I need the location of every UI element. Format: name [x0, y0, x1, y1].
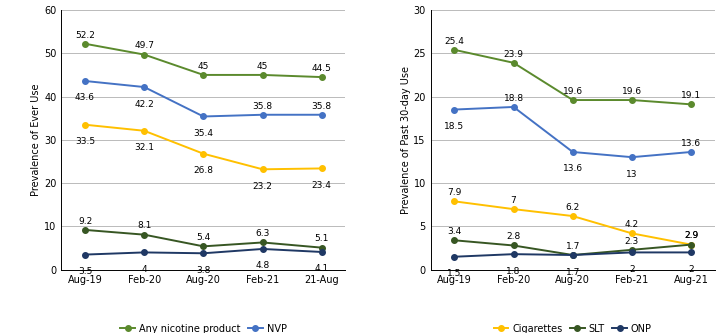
- Text: 45: 45: [257, 62, 269, 71]
- Text: 2.9: 2.9: [684, 231, 698, 240]
- Text: 2: 2: [629, 265, 635, 274]
- Text: 26.8: 26.8: [193, 166, 214, 175]
- Text: 3.8: 3.8: [196, 266, 211, 275]
- Text: 7.9: 7.9: [447, 188, 461, 197]
- Text: 35.8: 35.8: [312, 102, 332, 111]
- Y-axis label: Prevalence of Past 30-day Use: Prevalence of Past 30-day Use: [401, 66, 411, 214]
- Text: 19.6: 19.6: [622, 87, 642, 96]
- Text: 13.6: 13.6: [562, 165, 583, 173]
- Text: 4.1: 4.1: [315, 264, 329, 273]
- Text: 18.8: 18.8: [503, 94, 523, 103]
- Text: 23.2: 23.2: [253, 182, 272, 191]
- Legend: Any nicotine product, NVP: Any nicotine product, NVP: [116, 320, 290, 333]
- Text: 6.3: 6.3: [256, 229, 270, 238]
- Text: 35.4: 35.4: [193, 129, 214, 138]
- Text: 7: 7: [510, 196, 516, 205]
- Text: 5.1: 5.1: [315, 234, 329, 243]
- Text: 3.4: 3.4: [447, 227, 461, 236]
- Text: 49.7: 49.7: [134, 41, 155, 50]
- Legend: Cigarettes, SLT, ONP: Cigarettes, SLT, ONP: [490, 320, 656, 333]
- Y-axis label: Prevalence of Ever Use: Prevalence of Ever Use: [31, 84, 41, 196]
- Text: 13.6: 13.6: [681, 139, 701, 148]
- Text: 4: 4: [142, 265, 147, 274]
- Text: 33.5: 33.5: [75, 137, 95, 146]
- Text: 42.2: 42.2: [134, 100, 154, 109]
- Text: 23.4: 23.4: [312, 181, 331, 190]
- Text: 18.5: 18.5: [444, 122, 464, 131]
- Text: 4.8: 4.8: [256, 261, 270, 270]
- Text: 4.2: 4.2: [625, 220, 639, 229]
- Text: 6.2: 6.2: [565, 203, 580, 212]
- Text: 45: 45: [198, 62, 209, 71]
- Text: 35.8: 35.8: [253, 102, 273, 111]
- Text: 13: 13: [626, 170, 638, 179]
- Text: 2: 2: [688, 265, 694, 274]
- Text: 43.6: 43.6: [75, 94, 95, 103]
- Text: 1.7: 1.7: [565, 242, 580, 251]
- Text: 1.5: 1.5: [447, 269, 461, 278]
- Text: 9.2: 9.2: [78, 217, 92, 226]
- Text: 19.1: 19.1: [681, 91, 701, 100]
- Text: 2.9: 2.9: [684, 231, 698, 240]
- Text: 44.5: 44.5: [312, 64, 331, 73]
- Text: 1.8: 1.8: [506, 267, 521, 276]
- Text: 2.8: 2.8: [506, 232, 521, 241]
- Text: 52.2: 52.2: [75, 31, 95, 40]
- Text: 5.4: 5.4: [196, 233, 211, 242]
- Text: 2.3: 2.3: [625, 237, 639, 246]
- Text: 19.6: 19.6: [562, 87, 583, 96]
- Text: 23.9: 23.9: [503, 50, 523, 59]
- Text: 25.4: 25.4: [445, 37, 464, 46]
- Text: 8.1: 8.1: [137, 221, 152, 230]
- Text: 3.5: 3.5: [78, 267, 92, 276]
- Text: 1.7: 1.7: [565, 267, 580, 276]
- Text: 32.1: 32.1: [134, 143, 155, 152]
